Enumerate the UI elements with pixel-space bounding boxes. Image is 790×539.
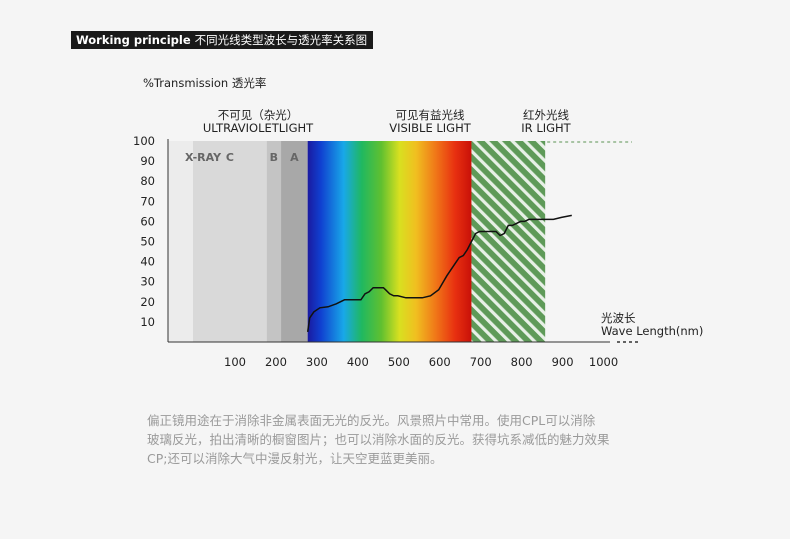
description-line: 偏正镜用途在于消除非金属表面无光的反光。风景照片中常用。使用CPL可以消除 xyxy=(147,413,596,428)
chart-title-zh: 不同光线类型波长与透光率关系图 xyxy=(194,33,368,47)
y-tick-label: 10 xyxy=(140,315,155,329)
chart-axes xyxy=(167,139,640,343)
y-tick-labels: 10 20 30 40 50 60 70 80 90 100 xyxy=(133,134,155,329)
y-tick-label: 30 xyxy=(140,275,155,289)
description-line: CP;还可以消除大气中漫反射光，让天空更蓝更美丽。 xyxy=(147,451,443,466)
group-label-uv-zh: 不可见（杂光） xyxy=(218,108,299,122)
x-tick-label: 400 xyxy=(347,355,369,369)
group-label-uv-en: ULTRAVIOLETLIGHT xyxy=(203,121,314,135)
y-tick-label: 20 xyxy=(140,295,155,309)
group-label-ir-en: IR LIGHT xyxy=(521,121,571,135)
x-tick-label: 900 xyxy=(552,355,574,369)
x-tick-label: 200 xyxy=(265,355,287,369)
transmission-curve xyxy=(306,214,572,333)
uv-regions xyxy=(168,141,308,342)
x-tick-label: 800 xyxy=(511,355,533,369)
x-axis-label-zh: 光波长 xyxy=(601,311,636,325)
y-tick-label: 70 xyxy=(140,194,155,208)
region-a xyxy=(281,141,308,342)
x-tick-labels: 100 200 300 400 500 600 700 800 900 1000 xyxy=(224,355,618,369)
group-label-ir-zh: 红外光线 xyxy=(523,108,569,122)
region-label: X-RAY xyxy=(185,151,222,164)
x-tick-label: 300 xyxy=(306,355,328,369)
ir-band xyxy=(471,141,546,342)
x-tick-label: 1000 xyxy=(589,355,618,369)
x-tick-label: 100 xyxy=(224,355,246,369)
visible-spectrum-band xyxy=(307,141,472,342)
description-text: 偏正镜用途在于消除非金属表面无光的反光。风景照片中常用。使用CPL可以消除 玻璃… xyxy=(147,411,707,468)
region-b xyxy=(266,141,282,342)
x-axis-label-en: Wave Length(nm) xyxy=(601,324,703,338)
region-label: A xyxy=(290,151,299,164)
description-line: 玻璃反光，拍出清晰的橱窗图片；也可以消除水面的反光。获得坑系减低的魅力效果 xyxy=(147,432,610,447)
region-x-ray xyxy=(168,141,193,342)
group-label-visible-zh: 可见有益光线 xyxy=(396,108,465,122)
region-label: B xyxy=(270,151,278,164)
y-tick-label: 90 xyxy=(140,154,155,168)
region-c xyxy=(193,141,267,342)
x-tick-label: 600 xyxy=(429,355,451,369)
chart-title-en: Working principle xyxy=(76,33,191,47)
y-tick-label: 40 xyxy=(140,255,155,269)
x-tick-label: 700 xyxy=(470,355,492,369)
y-tick-label: 80 xyxy=(140,174,155,188)
chart-title: Working principle 不同光线类型波长与透光率关系图 xyxy=(71,31,374,49)
y-tick-label: 50 xyxy=(140,235,155,249)
y-tick-label: 60 xyxy=(140,214,155,228)
group-label-visible-en: VISIBLE LIGHT xyxy=(389,121,472,135)
y-tick-label: 100 xyxy=(133,134,155,148)
y-axis-label: %Transmission 透光率 xyxy=(143,76,266,90)
x-tick-label: 500 xyxy=(388,355,410,369)
region-labels: X-RAY C B A xyxy=(185,151,299,164)
region-label: C xyxy=(226,151,234,164)
